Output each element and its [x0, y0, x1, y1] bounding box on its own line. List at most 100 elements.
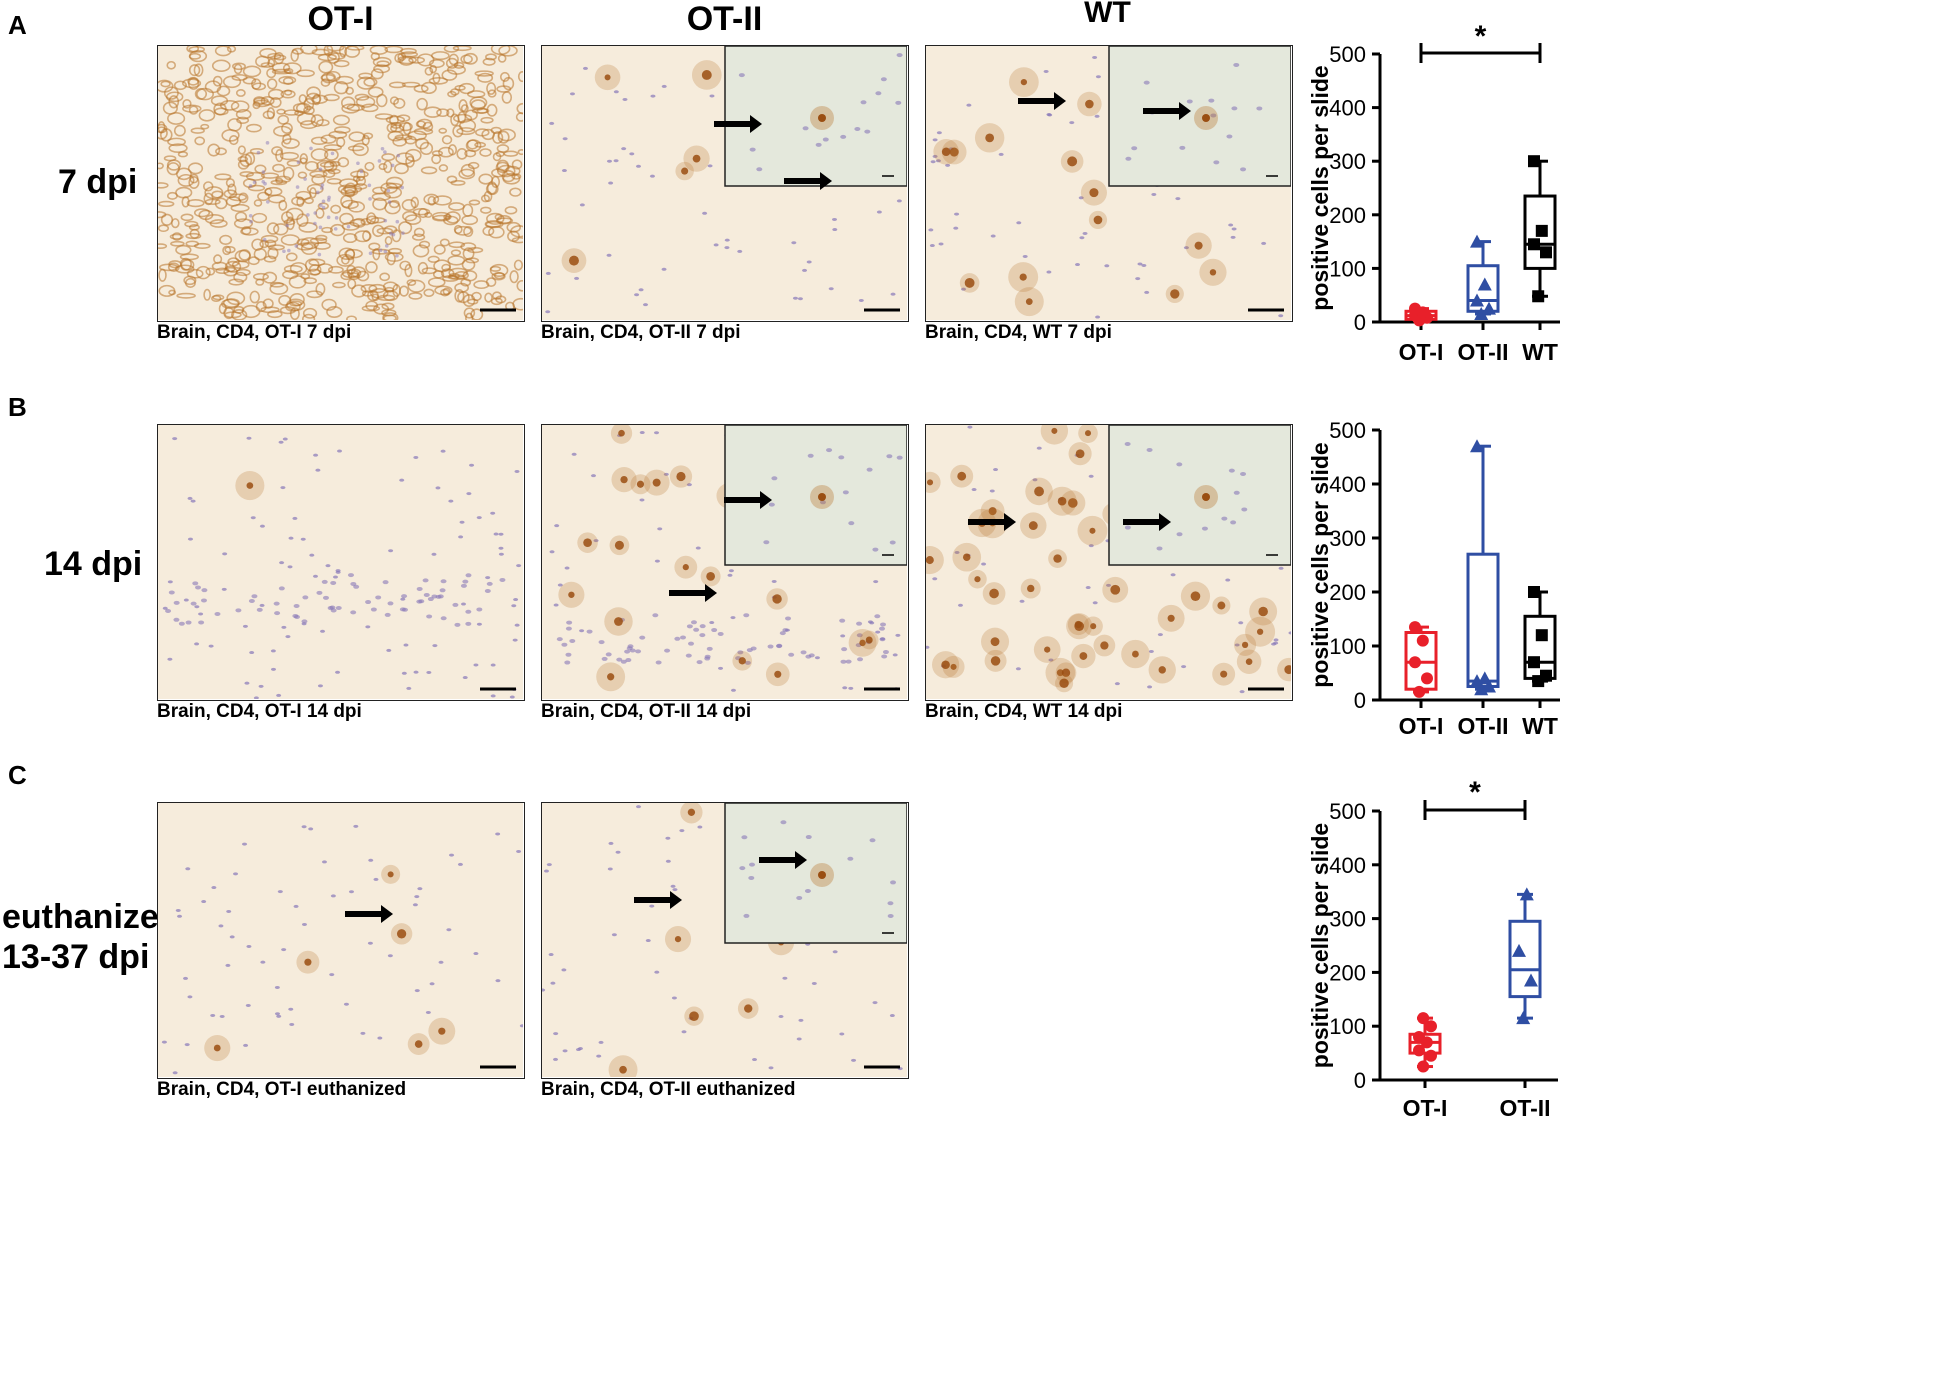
data-point [1540, 246, 1552, 259]
x-tick-label: OT-I [1399, 339, 1444, 365]
data-point [1425, 1049, 1437, 1062]
data-point [1470, 439, 1484, 453]
y-tick-label: 100 [1329, 634, 1366, 659]
data-point [1409, 302, 1421, 315]
inset-magnified [1108, 46, 1291, 187]
data-point [1417, 1012, 1430, 1025]
caption-ot-ii-7dpi: Brain, CD4, OT-II 7 dpi [541, 322, 741, 343]
data-point [1413, 1030, 1425, 1043]
caption-wt-14dpi: Brain, CD4, WT 14 dpi [925, 701, 1123, 722]
data-point [1474, 306, 1489, 320]
micrograph-image [926, 425, 1291, 699]
column-title-ot-i: OT-I [307, 0, 374, 38]
y-tick-label: 0 [1354, 310, 1366, 335]
arrow-pointer-icon [784, 172, 832, 190]
data-point [1540, 669, 1552, 682]
y-tick-label: 0 [1354, 688, 1366, 713]
significance-star: * [1475, 20, 1487, 53]
y-tick-label: 100 [1329, 256, 1366, 281]
data-point [1477, 277, 1492, 291]
arrow-pointer-icon [345, 905, 393, 923]
data-point [1528, 155, 1540, 168]
box-wt [1523, 586, 1557, 688]
box-ot-ii [1508, 887, 1542, 1025]
data-point [1528, 238, 1540, 251]
micrograph-ot-ii-euthanized [541, 802, 909, 1079]
data-point [1524, 973, 1538, 987]
inset-magnified [724, 425, 907, 566]
data-point [1482, 679, 1496, 693]
box-wt [1523, 155, 1557, 303]
y-tick-label: 100 [1329, 1014, 1366, 1039]
y-tick-label: 0 [1354, 1068, 1366, 1093]
x-tick-label: WT [1522, 339, 1558, 365]
caption-ot-i-euthanized: Brain, CD4, OT-I euthanized [157, 1079, 407, 1100]
data-point [1516, 1011, 1531, 1025]
panel-letter-b: B [8, 392, 27, 422]
y-tick-label: 400 [1329, 472, 1366, 497]
inset-magnified [724, 803, 907, 944]
micrograph-image [926, 46, 1291, 320]
data-point [1532, 290, 1545, 303]
micrograph-wt-14dpi [925, 424, 1293, 701]
x-tick-label: OT-I [1399, 713, 1444, 739]
arrow-pointer-icon [1143, 102, 1191, 120]
inset-magnified [724, 46, 907, 187]
arrow-pointer-icon [669, 584, 717, 602]
x-tick-label: OT-II [1499, 1095, 1550, 1121]
caption-wt-7dpi: Brain, CD4, WT 7 dpi [925, 322, 1112, 343]
y-tick-label: 200 [1329, 580, 1366, 605]
data-point [1470, 293, 1484, 307]
y-tick-label: 400 [1329, 96, 1366, 121]
box-iqr [1508, 919, 1542, 999]
data-point [1528, 586, 1540, 598]
micrograph-image [158, 46, 523, 320]
micrograph-ot-ii-14dpi [541, 424, 909, 701]
data-point [1409, 621, 1421, 634]
y-axis-label: positive cells per slide [1307, 65, 1333, 310]
row-label-line-2: 13-37 dpi [2, 938, 150, 976]
y-tick-label: 200 [1329, 203, 1366, 228]
micrograph-image [542, 425, 907, 699]
box-ot-i [1404, 621, 1438, 698]
significance-star: * [1469, 776, 1481, 809]
row-label-euthanized: euthanized 13-37 dpi [2, 897, 180, 977]
data-point [1477, 671, 1492, 685]
x-tick-label: OT-II [1457, 713, 1508, 739]
row-label-line-1: euthanized [2, 898, 180, 936]
data-point [1416, 634, 1429, 647]
panel-letter-a: A [8, 10, 27, 40]
micrograph-ot-i-euthanized [157, 802, 525, 1079]
data-point [1528, 656, 1540, 669]
x-tick-label: OT-I [1403, 1095, 1448, 1121]
micrograph-ot-i-14dpi [157, 424, 525, 701]
arrow-pointer-icon [634, 891, 682, 909]
box-iqr [1523, 614, 1557, 680]
y-tick-label: 300 [1329, 907, 1366, 932]
data-point [1535, 629, 1548, 642]
y-tick-label: 300 [1329, 149, 1366, 174]
caption-ot-i-7dpi: Brain, CD4, OT-I 7 dpi [157, 322, 352, 343]
row-label-14-dpi: 14 dpi [44, 545, 143, 583]
caption-ot-ii-14dpi: Brain, CD4, OT-II 14 dpi [541, 701, 752, 722]
micrograph-image [542, 803, 907, 1077]
micrograph-ot-ii-7dpi [541, 45, 909, 322]
box-ot-i [1408, 1012, 1442, 1073]
data-point [1425, 1020, 1437, 1033]
arrow-pointer-icon [1123, 513, 1171, 531]
arrow-pointer-icon [724, 491, 772, 509]
y-tick-label: 200 [1329, 960, 1366, 985]
y-tick-label: 500 [1329, 42, 1366, 67]
arrow-pointer-icon [714, 115, 762, 133]
data-point [1470, 234, 1484, 248]
arrow-pointer-icon [1018, 92, 1066, 110]
data-point [1512, 943, 1526, 957]
data-point [1409, 656, 1421, 669]
micrograph-image [158, 803, 523, 1077]
y-tick-label: 300 [1329, 526, 1366, 551]
micrograph-image [158, 425, 523, 699]
box-ot-ii [1466, 234, 1500, 320]
